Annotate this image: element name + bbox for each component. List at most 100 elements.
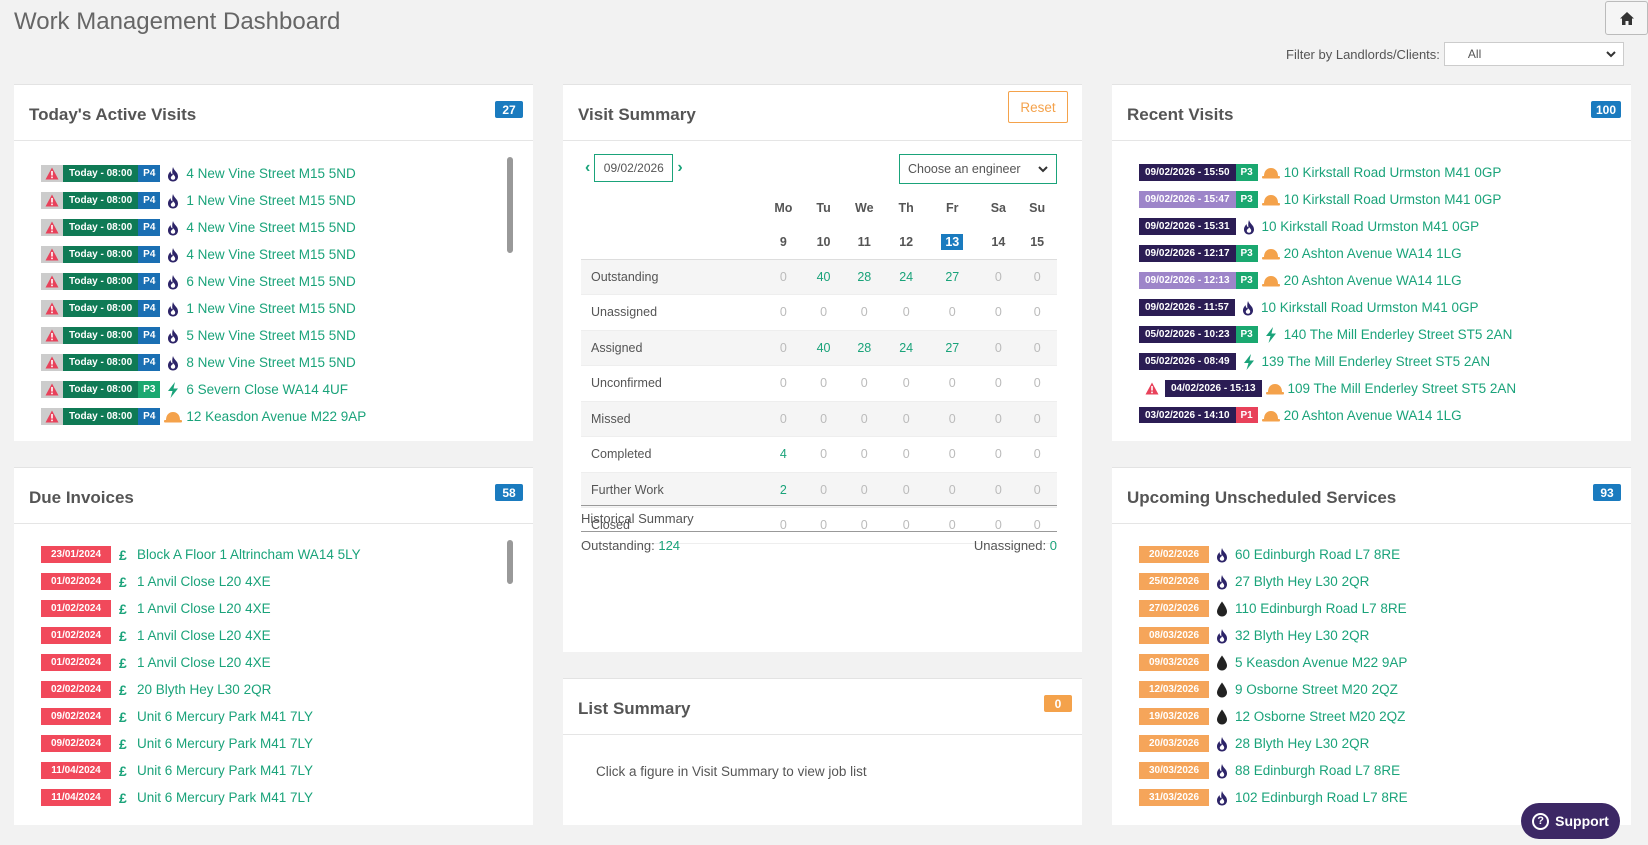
address-link[interactable]: 12 Osborne Street M20 2QZ — [1235, 709, 1406, 724]
list-item[interactable]: 27/02/2026 110 Edinburgh Road L7 8RE — [1139, 595, 1619, 622]
list-item[interactable]: 20/02/2026 60 Edinburgh Road L7 8RE — [1139, 541, 1619, 568]
address-link[interactable]: 8 New Vine Street M15 5ND — [186, 355, 356, 370]
address-link[interactable]: 109 The Mill Enderley Street ST5 2AN — [1287, 381, 1517, 396]
chevron-right-icon[interactable]: › — [677, 159, 683, 176]
summary-cell[interactable]: 2 — [761, 472, 806, 508]
address-link[interactable]: 6 New Vine Street M15 5ND — [186, 274, 356, 289]
list-item[interactable]: 30/03/2026 88 Edinburgh Road L7 8RE — [1139, 757, 1619, 784]
summary-cell[interactable]: 27 — [925, 259, 980, 295]
list-item[interactable]: Today - 08:00 P4 4 New Vine Street M15 5ND — [41, 241, 521, 268]
list-item[interactable]: 08/03/2026 32 Blyth Hey L30 2QR — [1139, 622, 1619, 649]
address-link[interactable]: Unit 6 Mercury Park M41 7LY — [137, 763, 314, 778]
address-link[interactable]: 1 Anvil Close L20 4XE — [137, 655, 271, 670]
address-link[interactable]: 10 Kirkstall Road Urmston M41 0GP — [1283, 165, 1502, 180]
support-button[interactable]: ? Support — [1521, 803, 1620, 839]
list-item[interactable]: 05/02/2026 - 08:49 139 The Mill Enderley … — [1139, 348, 1619, 375]
address-link[interactable]: 4 New Vine Street M15 5ND — [186, 166, 356, 181]
address-link[interactable]: Unit 6 Mercury Park M41 7LY — [137, 736, 314, 751]
home-button[interactable] — [1605, 1, 1648, 35]
historical-unassigned-value[interactable]: 0 — [1049, 538, 1057, 553]
list-item[interactable]: 09/02/2026 - 11:57 10 Kirkstall Road Urms… — [1139, 294, 1619, 321]
address-link[interactable]: Block A Floor 1 Altrincham WA14 5LY — [137, 547, 361, 562]
address-link[interactable]: 6 Severn Close WA14 4UF — [186, 382, 348, 397]
list-item[interactable]: Today - 08:00 P4 4 New Vine Street M15 5ND — [41, 214, 521, 241]
list-item[interactable]: 01/02/2024 £1 Anvil Close L20 4XE — [41, 595, 521, 622]
list-item[interactable]: Today - 08:00 P4 12 Keasdon Avenue M22 9AP — [41, 403, 521, 425]
list-item[interactable]: Today - 08:00 P4 1 New Vine Street M15 5ND — [41, 187, 521, 214]
address-link[interactable]: 102 Edinburgh Road L7 8RE — [1235, 790, 1408, 805]
summary-cell[interactable]: 24 — [887, 259, 926, 295]
address-link[interactable]: Unit 6 Mercury Park M41 7LY — [137, 709, 314, 724]
address-link[interactable]: 5 New Vine Street M15 5ND — [186, 328, 356, 343]
address-link[interactable]: 20 Blyth Hey L30 2QR — [137, 682, 272, 697]
list-item[interactable]: Today - 08:00 P3 6 Severn Close WA14 4UF — [41, 376, 521, 403]
active-visits-scrollbar[interactable] — [507, 157, 513, 253]
list-item[interactable]: 04/02/2026 - 15:13 109 The Mill Enderley … — [1139, 375, 1619, 402]
summary-cell[interactable]: 40 — [805, 330, 842, 366]
list-item[interactable]: 01/02/2024 £1 Anvil Close L20 4XE — [41, 649, 521, 676]
list-item[interactable]: 11/04/2024 £ Unit 6 Mercury Park M41 7LY — [41, 784, 521, 811]
address-link[interactable]: Unit 6 Mercury Park M41 7LY — [137, 790, 314, 805]
address-link[interactable]: 1 New Vine Street M15 5ND — [186, 301, 356, 316]
list-item[interactable]: Today - 08:00 P4 4 New Vine Street M15 5ND — [41, 160, 521, 187]
address-link[interactable]: 9 Osborne Street M20 2QZ — [1235, 682, 1398, 697]
list-item[interactable]: 09/02/2026 - 15:50 P3 10 Kirkstall Road Ur… — [1139, 159, 1619, 186]
list-item[interactable]: 11/04/2024 £ Unit 6 Mercury Park M41 7LY — [41, 757, 521, 784]
address-link[interactable]: 60 Edinburgh Road L7 8RE — [1235, 547, 1401, 562]
list-item[interactable]: 20/03/2026 28 Blyth Hey L30 2QR — [1139, 730, 1619, 757]
list-item[interactable]: 09/03/2026 5 Keasdon Avenue M22 9AP — [1139, 649, 1619, 676]
address-link[interactable]: 5 Keasdon Avenue M22 9AP — [1235, 655, 1408, 670]
address-link[interactable]: 20 Ashton Avenue WA14 1LG — [1283, 246, 1462, 261]
engineer-select[interactable]: Choose an engineer — [899, 154, 1057, 184]
list-item[interactable]: 05/02/2026 - 10:23 P3 140 The Mill Enderle… — [1139, 321, 1619, 348]
address-link[interactable]: 139 The Mill Enderley Street ST5 2AN — [1261, 354, 1491, 369]
address-link[interactable]: 10 Kirkstall Road Urmston M41 0GP — [1283, 192, 1502, 207]
summary-cell[interactable]: 40 — [805, 259, 842, 295]
address-link[interactable]: 1 New Vine Street M15 5ND — [186, 193, 356, 208]
address-link[interactable]: 28 Blyth Hey L30 2QR — [1235, 736, 1370, 751]
list-item[interactable]: 01/02/2024 £1 Anvil Close L20 4XE — [41, 568, 521, 595]
client-filter-select[interactable]: All — [1443, 42, 1624, 66]
list-item[interactable]: 03/02/2026 - 14:10 P1 20 Ashton Avenue WA1… — [1139, 402, 1619, 423]
list-item[interactable]: 09/02/2026 - 12:17 P3 20 Ashton Avenue WA1… — [1139, 240, 1619, 267]
summary-cell[interactable]: 24 — [887, 330, 926, 366]
address-link[interactable]: 10 Kirkstall Road Urmston M41 0GP — [1260, 300, 1479, 315]
list-item[interactable]: 19/03/2026 12 Osborne Street M20 2QZ — [1139, 703, 1619, 730]
address-link[interactable]: 1 Anvil Close L20 4XE — [137, 601, 271, 616]
address-link[interactable]: 20 Ashton Avenue WA14 1LG — [1283, 408, 1462, 423]
list-item[interactable]: Today - 08:00 P4 6 New Vine Street M15 5ND — [41, 268, 521, 295]
summary-cell[interactable]: 28 — [841, 259, 888, 295]
address-link[interactable]: 4 New Vine Street M15 5ND — [186, 220, 356, 235]
chevron-left-icon[interactable]: ‹ — [585, 159, 591, 176]
address-link[interactable]: 10 Kirkstall Road Urmston M41 0GP — [1261, 219, 1480, 234]
list-item[interactable]: 09/02/2026 - 15:47 P3 10 Kirkstall Road Ur… — [1139, 186, 1619, 213]
address-link[interactable]: 32 Blyth Hey L30 2QR — [1235, 628, 1370, 643]
reset-button[interactable]: Reset — [1008, 91, 1068, 123]
list-item[interactable]: 09/02/2026 - 15:31 10 Kirkstall Road Urms… — [1139, 213, 1619, 240]
list-item[interactable]: 25/02/2026 27 Blyth Hey L30 2QR — [1139, 568, 1619, 595]
address-link[interactable]: 140 The Mill Enderley Street ST5 2AN — [1283, 327, 1513, 342]
due-invoices-scrollbar[interactable] — [507, 540, 513, 584]
summary-cell[interactable]: 27 — [925, 330, 980, 366]
list-item[interactable]: 09/02/2026 - 12:13 P3 20 Ashton Avenue WA1… — [1139, 267, 1619, 294]
list-item[interactable]: 02/02/2024 £20 Blyth Hey L30 2QR — [41, 676, 521, 703]
historical-outstanding-value[interactable]: 124 — [658, 538, 681, 553]
date-picker[interactable]: 09/02/2026 — [594, 154, 674, 182]
address-link[interactable]: 27 Blyth Hey L30 2QR — [1235, 574, 1370, 589]
address-link[interactable]: 1 Anvil Close L20 4XE — [137, 574, 271, 589]
address-link[interactable]: 12 Keasdon Avenue M22 9AP — [186, 409, 367, 424]
list-item[interactable]: 31/03/2026 102 Edinburgh Road L7 8RE — [1139, 784, 1619, 811]
list-item[interactable]: Today - 08:00 P4 8 New Vine Street M15 5ND — [41, 349, 521, 376]
list-item[interactable]: 23/01/2024 £ Block A Floor 1 Altrincham WA… — [41, 541, 521, 568]
list-item[interactable]: Today - 08:00 P4 5 New Vine Street M15 5ND — [41, 322, 521, 349]
list-item[interactable]: 09/02/2024 £ Unit 6 Mercury Park M41 7LY — [41, 730, 521, 757]
address-link[interactable]: 20 Ashton Avenue WA14 1LG — [1283, 273, 1462, 288]
summary-cell[interactable]: 4 — [761, 436, 806, 473]
address-link[interactable]: 110 Edinburgh Road L7 8RE — [1235, 601, 1407, 616]
list-item[interactable]: Today - 08:00 P4 1 New Vine Street M15 5ND — [41, 295, 521, 322]
address-link[interactable]: 1 Anvil Close L20 4XE — [137, 628, 271, 643]
list-item[interactable]: 12/03/2026 9 Osborne Street M20 2QZ — [1139, 676, 1619, 703]
address-link[interactable]: 4 New Vine Street M15 5ND — [186, 247, 356, 262]
list-item[interactable]: 09/02/2024 £ Unit 6 Mercury Park M41 7LY — [41, 703, 521, 730]
address-link[interactable]: 88 Edinburgh Road L7 8RE — [1235, 763, 1401, 778]
